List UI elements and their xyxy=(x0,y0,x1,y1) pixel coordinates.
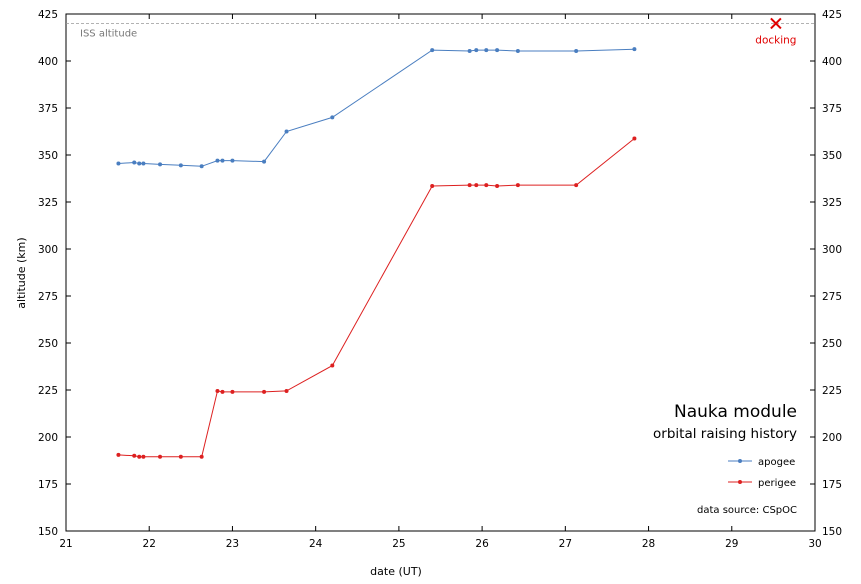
apogee-point xyxy=(515,49,520,54)
perigee-point xyxy=(141,454,146,459)
apogee-point xyxy=(178,163,183,168)
x-tick-label: 27 xyxy=(559,538,572,550)
y-tick-label-right: 400 xyxy=(822,56,842,68)
perigee-point xyxy=(116,452,121,457)
y-tick-label-right: 275 xyxy=(822,291,842,303)
perigee-point xyxy=(178,454,183,459)
apogee-point xyxy=(284,129,289,134)
x-axis-label: date (UT) xyxy=(370,565,422,578)
perigee-point xyxy=(220,389,225,394)
y-tick-label-right: 350 xyxy=(822,150,842,162)
apogee-line xyxy=(118,48,635,167)
apogee-point xyxy=(199,164,204,169)
apogee-point xyxy=(330,115,335,120)
legend: apogee perigee xyxy=(728,457,796,489)
x-tick-label: 21 xyxy=(59,538,72,550)
x-tick-label: 22 xyxy=(143,538,156,550)
iss-altitude-label: ISS altitude xyxy=(80,28,137,39)
x-tick-label: 29 xyxy=(725,538,738,550)
y-tick-label-left: 250 xyxy=(38,338,58,350)
apogee-point xyxy=(262,159,267,164)
legend-label-perigee: perigee xyxy=(758,478,796,489)
series-perigee xyxy=(116,136,637,459)
y-tick-label-left: 175 xyxy=(38,479,58,491)
y-tick-label-right: 150 xyxy=(822,526,842,538)
y-tick-label-right: 200 xyxy=(822,432,842,444)
y-tick-label-right: 175 xyxy=(822,479,842,491)
y-tick-label-right: 300 xyxy=(822,244,842,256)
perigee-point xyxy=(484,183,489,188)
perigee-point xyxy=(284,388,289,393)
docking-x-mark xyxy=(770,17,782,30)
apogee-point xyxy=(467,49,472,54)
apogee-point xyxy=(141,161,146,166)
legend-label-apogee: apogee xyxy=(758,457,795,468)
apogee-point xyxy=(430,48,435,53)
perigee-point xyxy=(215,388,220,393)
legend-marker-apogee xyxy=(738,459,742,463)
y-tick-label-left: 275 xyxy=(38,291,58,303)
perigee-point xyxy=(495,184,500,189)
x-tick-label: 25 xyxy=(392,538,405,550)
y-tick-label-left: 150 xyxy=(38,526,58,538)
x-tick-label: 28 xyxy=(642,538,655,550)
y-tick-label-right: 225 xyxy=(822,385,842,397)
apogee-point xyxy=(215,158,220,163)
perigee-line xyxy=(118,138,635,458)
docking-label: docking xyxy=(755,34,796,46)
y-tick-label-right: 425 xyxy=(822,9,842,21)
x-tick-label: 26 xyxy=(475,538,489,550)
reference-line: ISS altitude xyxy=(66,22,815,39)
apogee-point xyxy=(230,158,235,163)
perigee-point xyxy=(230,389,235,394)
apogee-point xyxy=(158,162,163,167)
perigee-point xyxy=(515,183,520,188)
series-apogee xyxy=(116,47,637,169)
perigee-point xyxy=(158,454,163,459)
docking-marker: docking xyxy=(755,17,796,46)
y-tick-label-left: 225 xyxy=(38,385,58,397)
plot-frame xyxy=(65,13,816,532)
apogee-point xyxy=(574,49,579,54)
chart-subtitle: orbital raising history xyxy=(653,426,797,442)
perigee-point xyxy=(430,184,435,189)
y-tick-label-left: 325 xyxy=(38,197,58,209)
apogee-point xyxy=(132,160,137,165)
chart-title: Nauka module xyxy=(674,402,797,422)
apogee-point xyxy=(495,48,500,53)
apogee-point xyxy=(484,48,489,53)
y-tick-label-right: 250 xyxy=(822,338,842,350)
perigee-point xyxy=(632,136,637,141)
x-tick-label: 23 xyxy=(226,538,239,550)
x-tick-label: 24 xyxy=(309,538,323,550)
source-note: data source: CSpOC xyxy=(697,505,797,516)
y-tick-label-right: 375 xyxy=(822,103,842,115)
apogee-point xyxy=(116,161,121,166)
series-layer xyxy=(116,47,637,459)
legend-marker-perigee xyxy=(738,480,742,484)
y-tick-label-left: 400 xyxy=(38,56,58,68)
perigee-point xyxy=(137,454,142,459)
apogee-point xyxy=(137,161,142,166)
perigee-point xyxy=(467,183,472,188)
y-tick-label-left: 425 xyxy=(38,9,58,21)
perigee-point xyxy=(132,453,137,458)
perigee-point xyxy=(474,183,479,188)
perigee-point xyxy=(330,363,335,368)
y-axis-label: altitude (km) xyxy=(15,237,28,308)
perigee-point xyxy=(574,183,579,188)
y-tick-label-left: 300 xyxy=(38,244,58,256)
apogee-point xyxy=(632,47,637,52)
perigee-point xyxy=(262,389,267,394)
y-tick-label-left: 200 xyxy=(38,432,58,444)
y-tick-label-left: 350 xyxy=(38,150,58,162)
apogee-point xyxy=(474,48,479,53)
apogee-point xyxy=(220,158,225,163)
y-tick-label-right: 325 xyxy=(822,197,842,209)
x-tick-label: 30 xyxy=(808,538,821,550)
perigee-point xyxy=(199,454,204,459)
y-tick-label-left: 375 xyxy=(38,103,58,115)
